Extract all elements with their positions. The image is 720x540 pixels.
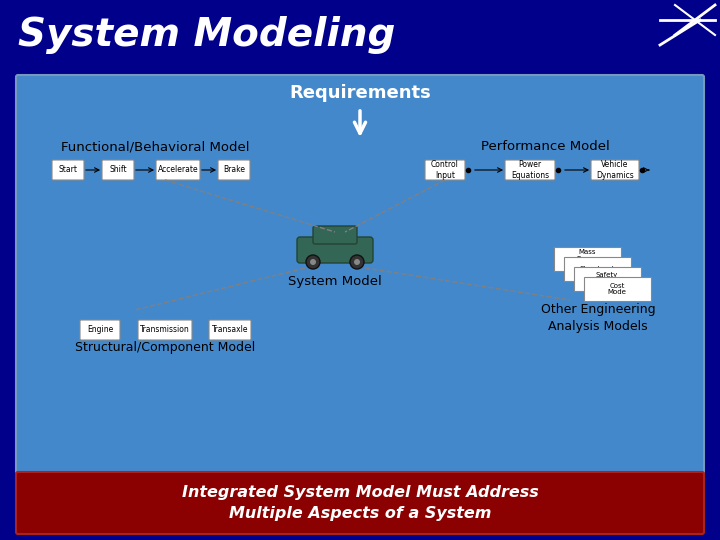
FancyBboxPatch shape xyxy=(16,472,704,534)
Circle shape xyxy=(350,255,364,269)
Text: Cost
Mode: Cost Mode xyxy=(608,282,626,295)
Text: Brake: Brake xyxy=(223,165,245,174)
Circle shape xyxy=(310,259,316,265)
Text: Functional/Behavioral Model: Functional/Behavioral Model xyxy=(60,140,249,153)
Text: Transmission: Transmission xyxy=(140,326,190,334)
Text: Mass
Prop...
M: Mass Prop... M xyxy=(576,249,598,269)
FancyBboxPatch shape xyxy=(591,160,639,180)
Circle shape xyxy=(354,259,360,265)
Text: Performance Model: Performance Model xyxy=(481,140,609,153)
Text: Transaxle: Transaxle xyxy=(212,326,248,334)
Text: Control
Input: Control Input xyxy=(431,160,459,180)
Text: Structural: Structural xyxy=(580,266,614,272)
FancyBboxPatch shape xyxy=(156,160,200,180)
Text: Shift: Shift xyxy=(109,165,127,174)
Text: Vehicle
Dynamics: Vehicle Dynamics xyxy=(596,160,634,180)
Text: Structural/Component Model: Structural/Component Model xyxy=(75,341,255,354)
FancyBboxPatch shape xyxy=(584,277,651,301)
Text: Power
Equations: Power Equations xyxy=(511,160,549,180)
FancyBboxPatch shape xyxy=(564,257,631,281)
FancyBboxPatch shape xyxy=(505,160,555,180)
Text: Other Engineering
Analysis Models: Other Engineering Analysis Models xyxy=(541,303,655,333)
FancyBboxPatch shape xyxy=(52,160,84,180)
Text: System Modeling: System Modeling xyxy=(18,16,395,54)
FancyBboxPatch shape xyxy=(218,160,250,180)
FancyBboxPatch shape xyxy=(80,320,120,340)
Text: System Model: System Model xyxy=(288,275,382,288)
FancyBboxPatch shape xyxy=(425,160,465,180)
Text: Requirements: Requirements xyxy=(289,84,431,102)
FancyBboxPatch shape xyxy=(102,160,134,180)
FancyBboxPatch shape xyxy=(313,226,357,244)
Text: Integrated System Model Must Address
Multiple Aspects of a System: Integrated System Model Must Address Mul… xyxy=(181,485,539,521)
Text: Accelerate: Accelerate xyxy=(158,165,198,174)
FancyBboxPatch shape xyxy=(554,247,621,271)
FancyBboxPatch shape xyxy=(16,75,704,474)
FancyBboxPatch shape xyxy=(138,320,192,340)
FancyBboxPatch shape xyxy=(297,237,373,263)
Circle shape xyxy=(306,255,320,269)
Text: Safety
M: Safety M xyxy=(596,273,618,286)
FancyBboxPatch shape xyxy=(209,320,251,340)
Text: Engine: Engine xyxy=(87,326,113,334)
FancyBboxPatch shape xyxy=(574,267,641,291)
Text: Start: Start xyxy=(58,165,78,174)
